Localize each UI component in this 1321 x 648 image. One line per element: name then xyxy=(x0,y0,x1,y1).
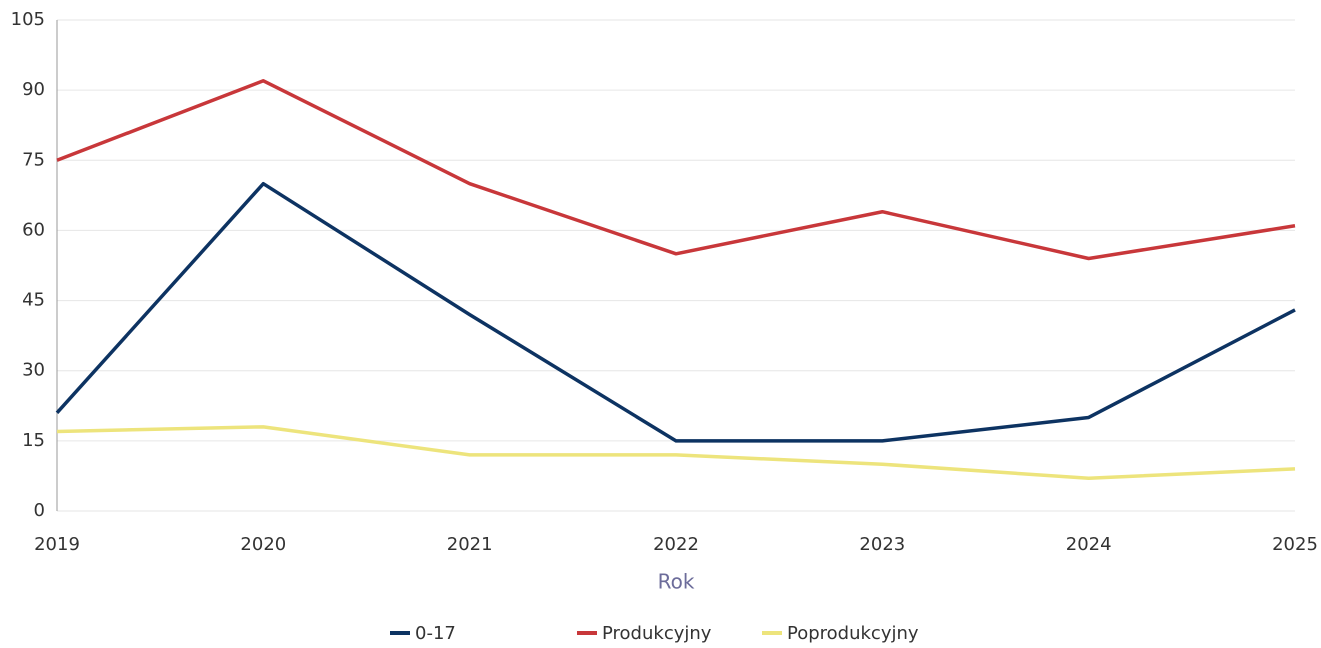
y-tick-label: 105 xyxy=(11,9,45,30)
y-tick-label: 15 xyxy=(22,430,45,451)
y-tick-label: 60 xyxy=(22,219,45,240)
x-tick-label: 2023 xyxy=(859,534,905,555)
x-tick-label: 2022 xyxy=(653,534,699,555)
y-tick-label: 0 xyxy=(34,500,45,521)
x-tick-label: 2021 xyxy=(447,534,493,555)
series-line xyxy=(55,181,1296,443)
series-line xyxy=(56,425,1296,481)
series-line xyxy=(56,79,1296,261)
x-tick-label: 2025 xyxy=(1272,534,1318,555)
y-tick-label: 90 xyxy=(22,79,45,100)
y-tick-label: 30 xyxy=(22,360,45,381)
x-axis-label: Rok xyxy=(658,570,695,594)
legend-label: Poprodukcyjny xyxy=(787,623,919,644)
x-tick-label: 2019 xyxy=(34,534,80,555)
x-tick-label: 2024 xyxy=(1066,534,1112,555)
y-tick-label: 45 xyxy=(22,290,45,311)
y-tick-label: 75 xyxy=(22,149,45,170)
x-tick-label: 2020 xyxy=(240,534,286,555)
legend-label: 0-17 xyxy=(415,623,456,644)
legend-label: Produkcyjny xyxy=(602,623,712,644)
